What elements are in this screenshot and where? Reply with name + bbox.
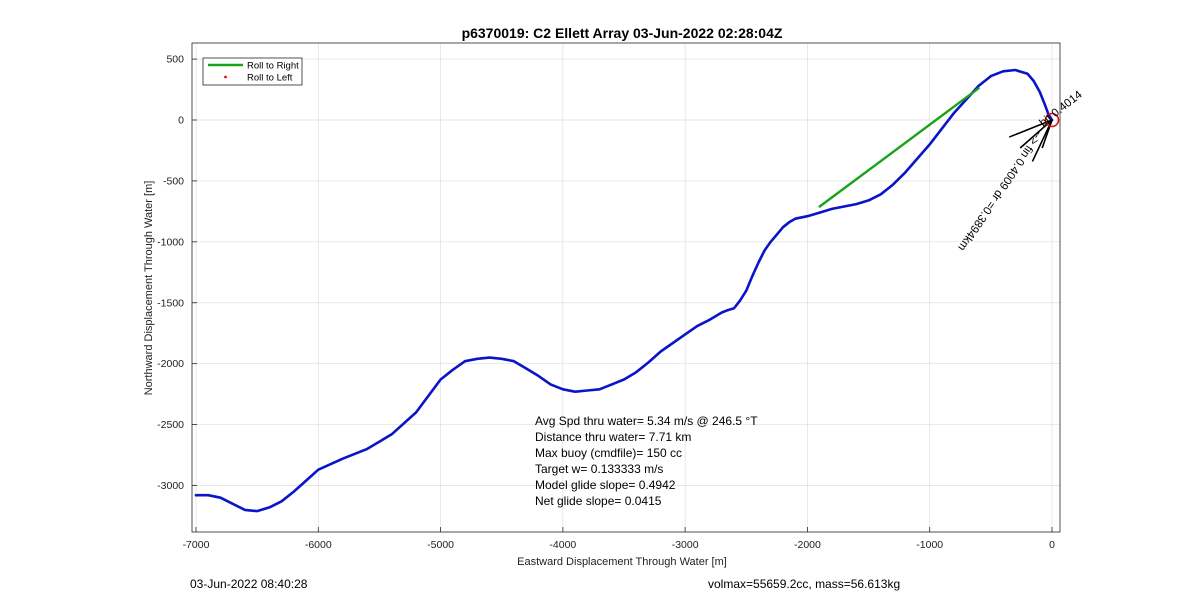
y-tick-label: -2500	[157, 419, 184, 431]
x-tick-label: -4000	[549, 539, 576, 551]
plot-frame	[191, 42, 1061, 533]
y-tick-label: 0	[178, 115, 184, 127]
stat-target-w: Target w= 0.133333 m/s	[535, 462, 663, 476]
plot-area	[192, 43, 1060, 532]
direction-stroke	[1031, 119, 1053, 162]
y-tick-label: 500	[166, 54, 184, 66]
stat-avg-speed: Avg Spd thru water= 5.34 m/s @ 246.5 °T	[535, 414, 758, 428]
x-tick-labels: -7000 -6000 -5000 -4000 -3000 -2000 -1000 0	[183, 539, 1056, 551]
tracks	[194, 68, 1054, 513]
direction-stroke	[1008, 119, 1053, 138]
legend-box	[202, 57, 303, 86]
legend: Roll to Right Roll to Left	[202, 57, 303, 86]
y-axis-label: Northward Displacement Through Water [m]	[143, 181, 155, 396]
y-tick-label: -2000	[157, 358, 184, 370]
y-tick-label: -1500	[157, 297, 184, 309]
x-tick-label: -2000	[794, 539, 821, 551]
stat-model-glide: Model glide slope= 0.4942	[535, 478, 676, 492]
marks	[1008, 112, 1060, 162]
x-axis-label: Eastward Displacement Through Water [m]	[517, 556, 727, 568]
x-tick-label: -7000	[183, 539, 210, 551]
stat-net-glide: Net glide slope= 0.0415	[535, 494, 662, 508]
footer-volmax-mass: volmax=55659.2cc, mass=56.613kg	[708, 577, 900, 591]
stat-distance: Distance thru water= 7.71 km	[535, 430, 691, 444]
stats-block: Avg Spd thru water= 5.34 m/s @ 246.5 °T …	[535, 414, 758, 508]
direction-stroke	[1041, 119, 1053, 149]
legend-label-roll-left: Roll to Left	[247, 73, 293, 84]
track-line-blue	[194, 68, 1054, 513]
legend-label-roll-right: Roll to Right	[247, 61, 299, 72]
y-tick-label: -500	[163, 175, 184, 187]
x-tick-label: -5000	[427, 539, 454, 551]
x-tick-label: -3000	[672, 539, 699, 551]
x-tick-label: 0	[1049, 539, 1055, 551]
chart-title: p6370019: C2 Ellett Array 03-Jun-2022 02…	[462, 25, 783, 41]
legend-swatch-roll-left	[224, 75, 227, 79]
y-tick-labels: 500 0 -500 -1000 -1500 -2000 -2500 -3000	[157, 54, 184, 492]
footer-timestamp: 03-Jun-2022 08:40:28	[190, 577, 308, 591]
x-tick-label: -1000	[916, 539, 943, 551]
roll-right-segment	[818, 87, 980, 208]
x-tick-label: -6000	[305, 539, 332, 551]
y-tick-label: -1000	[157, 236, 184, 248]
origin-circle	[1044, 112, 1060, 128]
stat-max-buoy: Max buoy (cmdfile)= 150 cc	[535, 446, 682, 460]
grid	[192, 43, 1060, 532]
y-tick-label: -3000	[157, 480, 184, 492]
